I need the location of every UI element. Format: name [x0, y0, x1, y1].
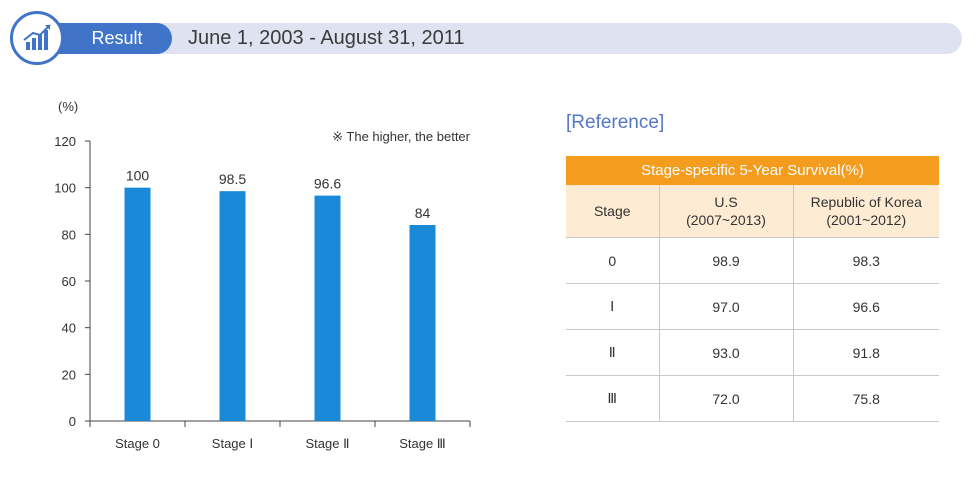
table-caption: Stage-specific 5-Year Survival(%) [566, 156, 939, 185]
y-tick-label: 100 [54, 181, 76, 196]
x-tick-label: Stage 0 [115, 436, 160, 451]
y-tick-label: 80 [62, 227, 76, 242]
row-us: 98.9 [658, 237, 793, 284]
row-korea: 96.6 [792, 283, 939, 330]
result-label: Result [91, 28, 143, 48]
y-tick-label: 40 [62, 321, 76, 336]
header-korea: Republic of Korea (2001~2012) [792, 185, 939, 238]
bar [314, 195, 341, 421]
x-tick-label: Stage Ⅲ [399, 436, 446, 451]
bar [219, 191, 246, 421]
table-row: 0 98.9 98.3 [566, 237, 939, 284]
y-tick-label: 20 [62, 367, 76, 382]
row-stage: Ⅱ [566, 329, 659, 376]
y-tick-label: 0 [69, 414, 76, 429]
header-band [38, 23, 962, 54]
chart-trend-icon [10, 11, 64, 65]
row-stage: Ⅲ [566, 375, 659, 422]
row-korea: 91.8 [792, 329, 939, 376]
reference-title: [Reference] [566, 112, 665, 133]
x-ticks: Stage 0 Stage Ⅰ Stage Ⅱ Stage Ⅲ [89, 421, 471, 451]
row-stage: 0 [566, 237, 659, 284]
bar [124, 187, 151, 421]
bar-chart: (%) ※ The higher, the better 0 20 40 60 80 10… [54, 99, 471, 451]
y-axis-label: (%) [58, 99, 78, 114]
header-us: U.S (2007~2013) [658, 185, 793, 238]
chart-note: ※ The higher, the better [332, 129, 471, 144]
table-row: Ⅱ 93.0 91.8 [566, 329, 939, 376]
bars: 100 98.5 96.6 84 [124, 168, 436, 421]
x-tick-label: Stage Ⅱ [306, 436, 350, 451]
bar-value-label: 100 [126, 168, 150, 184]
bar-value-label: 98.5 [219, 171, 246, 187]
header-stage: Stage [566, 185, 659, 238]
row-korea: 75.8 [792, 375, 939, 422]
y-tick-label: 60 [62, 274, 76, 289]
row-us: 72.0 [658, 375, 793, 422]
bar-value-label: 96.6 [314, 176, 341, 192]
y-ticks: 0 20 40 60 80 100 120 [54, 134, 90, 429]
reference-table: Stage-specific 5-Year Survival(%) Stage … [566, 156, 939, 422]
table-row: Ⅰ 97.0 96.6 [566, 283, 939, 330]
table-row: Ⅲ 72.0 75.8 [566, 375, 939, 422]
bar [409, 225, 436, 421]
header-us-years: (2007~2013) [686, 212, 766, 228]
y-tick-label: 120 [54, 134, 76, 149]
x-tick-label: Stage Ⅰ [212, 436, 253, 451]
row-stage: Ⅰ [566, 283, 659, 330]
row-korea: 98.3 [792, 237, 939, 284]
date-range-title: June 1, 2003 - August 31, 2011 [188, 27, 465, 49]
header-korea-years: (2001~2012) [826, 212, 907, 228]
header-us-name: U.S [714, 194, 738, 210]
header-korea-name: Republic of Korea [810, 194, 922, 210]
bar-value-label: 84 [415, 205, 431, 221]
row-us: 93.0 [658, 329, 793, 376]
row-us: 97.0 [658, 283, 793, 330]
